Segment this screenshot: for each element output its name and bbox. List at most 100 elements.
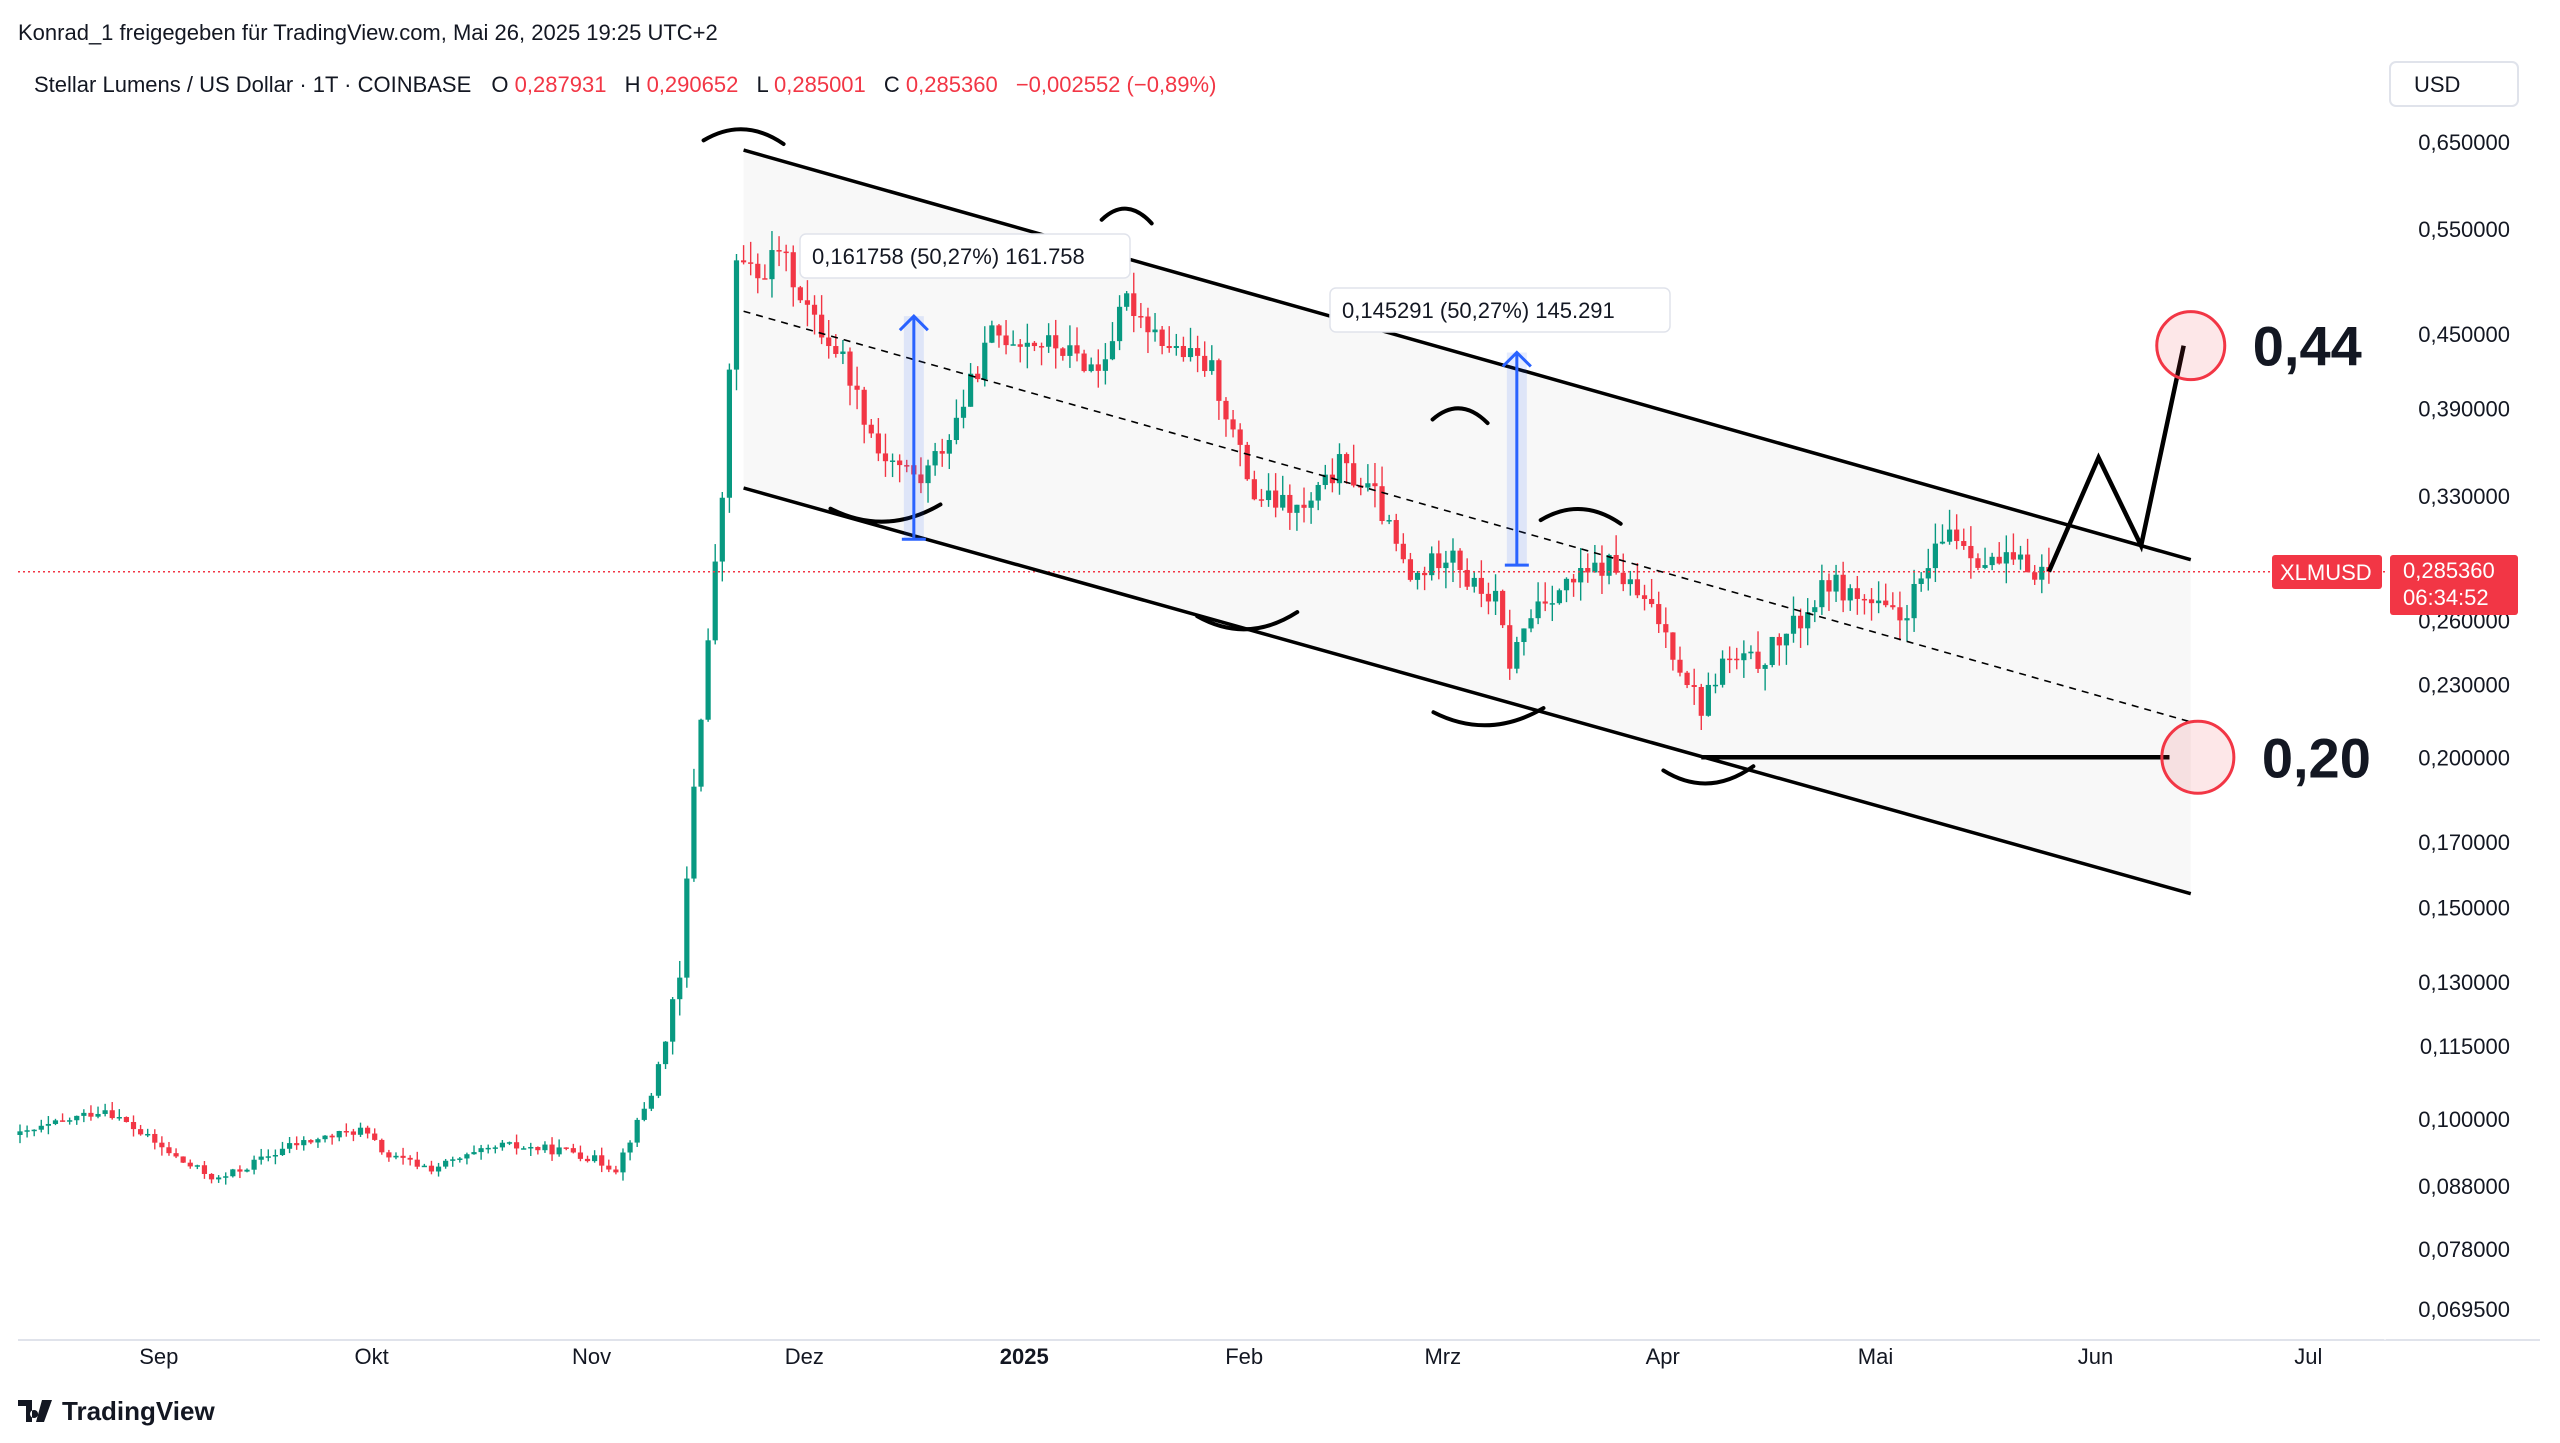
candle-body: [343, 1131, 349, 1133]
candle-body: [187, 1162, 193, 1167]
candle-body: [712, 561, 718, 641]
legend-l-label: L: [756, 72, 768, 97]
target-up-label: 0,44: [2253, 315, 2362, 378]
candle-body: [833, 346, 839, 354]
candle-body: [840, 351, 846, 354]
touch-arc[interactable]: [1431, 706, 1546, 728]
touch-arc[interactable]: [1538, 507, 1623, 526]
candle-body: [166, 1147, 172, 1154]
candle: [1982, 547, 1988, 570]
candle: [450, 1156, 456, 1167]
candle-body: [1982, 565, 1988, 568]
candle-body: [2003, 552, 2009, 564]
candle-body: [1422, 572, 1428, 576]
candle-body: [365, 1127, 371, 1134]
candle: [592, 1150, 598, 1163]
candle: [173, 1148, 179, 1159]
candle: [1017, 339, 1023, 363]
candle: [826, 320, 832, 359]
candle-body: [592, 1155, 598, 1162]
candle: [2032, 565, 2038, 585]
candle-body: [783, 251, 789, 254]
candle: [1641, 584, 1648, 611]
candle-body: [1492, 590, 1499, 602]
candle-body: [1563, 578, 1570, 591]
price-tick-label: 0,088000: [2418, 1174, 2510, 1199]
candle: [1471, 570, 1477, 593]
candle: [1436, 540, 1442, 580]
candle-body: [123, 1117, 130, 1122]
candle-body: [1656, 604, 1662, 625]
candle-body: [960, 406, 967, 418]
candle-body: [1301, 504, 1307, 508]
legend-symbol: Stellar Lumens / US Dollar · 1T · COINBA…: [34, 72, 471, 97]
candle: [889, 453, 896, 478]
candle: [216, 1175, 222, 1183]
measure-1[interactable]: 0,161758 (50,27%) 161.758: [799, 233, 1131, 541]
candle: [492, 1145, 498, 1154]
candle-body: [1180, 345, 1187, 358]
candle: [1273, 473, 1279, 518]
candle-body: [286, 1143, 293, 1149]
candle-body: [478, 1148, 484, 1153]
tradingview-logo[interactable]: TradingView: [18, 1396, 215, 1426]
touch-arc[interactable]: [701, 127, 786, 146]
target-down[interactable]: 0,20: [2160, 719, 2371, 795]
candle-body: [1627, 579, 1633, 585]
candle-body: [1109, 341, 1116, 360]
candle-body: [996, 325, 1002, 336]
candle-body: [762, 278, 768, 280]
candle-body: [492, 1147, 498, 1149]
candle: [627, 1140, 633, 1161]
touch-arc[interactable]: [1430, 406, 1490, 426]
candle-body: [1315, 484, 1321, 501]
touch-arc[interactable]: [828, 502, 943, 524]
candle-body: [1890, 605, 1896, 608]
candle-body: [1365, 483, 1371, 488]
price-axis[interactable]: 0,650000 0,550000 0,450000 0,390000 0,330000…: [2418, 130, 2510, 1322]
candle: [1797, 608, 1804, 648]
candle-body: [641, 1108, 647, 1120]
candle-body: [1088, 364, 1094, 372]
candle: [2010, 533, 2017, 565]
candle-body: [1500, 590, 1506, 626]
channel-upper-line[interactable]: [743, 148, 2192, 562]
channel-lower-line[interactable]: [743, 486, 2192, 896]
candle: [1556, 588, 1562, 605]
price-tick-label: 0,650000: [2418, 130, 2510, 155]
time-tick-label: Okt: [354, 1344, 388, 1369]
candle: [1280, 475, 1286, 511]
candle-body: [1209, 360, 1215, 372]
candle: [499, 1139, 505, 1151]
time-tick-label: Apr: [1646, 1344, 1680, 1369]
candle-body: [1400, 543, 1406, 560]
candle: [1975, 553, 1981, 571]
candle: [705, 628, 711, 722]
channel-mid-line[interactable]: [743, 310, 2191, 723]
candle: [662, 1041, 669, 1070]
candle: [1847, 584, 1853, 611]
candle: [1457, 548, 1463, 588]
candle: [1876, 581, 1882, 614]
legend-line: Stellar Lumens / US Dollar · 1T · COINBA…: [34, 72, 1216, 97]
measure-2[interactable]: 0,145291 (50,27%) 145.291: [1329, 287, 1671, 567]
currency-button[interactable]: [2389, 61, 2519, 107]
candle-body: [1762, 664, 1768, 669]
candle-body: [1294, 504, 1300, 513]
channel-area: [743, 150, 2191, 894]
candle-body: [904, 465, 910, 467]
candle: [599, 1147, 605, 1173]
touch-arc[interactable]: [1195, 610, 1300, 632]
candle-body: [379, 1139, 385, 1153]
candle: [989, 320, 995, 344]
candle-body: [790, 252, 796, 288]
candle-body: [435, 1166, 442, 1172]
projection-path[interactable]: [2046, 345, 2186, 573]
touch-arc[interactable]: [1661, 764, 1756, 786]
touch-arc[interactable]: [1099, 206, 1154, 226]
target-up[interactable]: 0,44: [2155, 310, 2362, 382]
candle-body: [1712, 684, 1719, 687]
time-axis[interactable]: Sep Okt Nov Dez 2025 Feb Mrz Apr Mai Jun Jul: [139, 1344, 2322, 1369]
candle-body: [1436, 553, 1442, 569]
